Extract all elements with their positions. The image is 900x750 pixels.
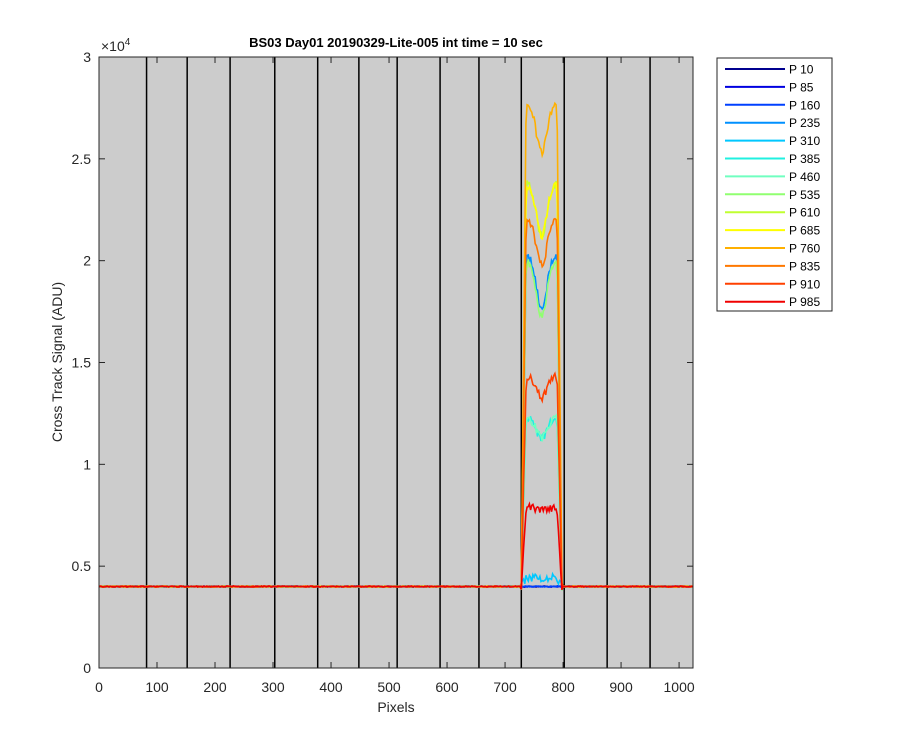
y-tick-label: 2.5 bbox=[72, 151, 92, 167]
x-tick-label: 300 bbox=[261, 679, 285, 695]
series-lines bbox=[98, 101, 694, 591]
x-tick-label: 800 bbox=[551, 679, 575, 695]
y-tick-label: 1.5 bbox=[72, 355, 92, 371]
legend-label: P 310 bbox=[789, 134, 820, 148]
x-tick-label: 0 bbox=[95, 679, 103, 695]
legend-label: P 910 bbox=[789, 277, 820, 291]
y-exponent-label: ×104 bbox=[101, 37, 131, 54]
x-tick-label: 600 bbox=[435, 679, 459, 695]
legend-label: P 685 bbox=[789, 224, 820, 238]
x-tick-label: 700 bbox=[493, 679, 517, 695]
legend-label: P 760 bbox=[789, 242, 820, 256]
y-tick-label: 1 bbox=[83, 456, 91, 472]
x-axis-label: Pixels bbox=[377, 699, 414, 715]
legend-label: P 235 bbox=[789, 116, 820, 130]
y-tick-label: 0 bbox=[83, 660, 91, 676]
legend-label: P 460 bbox=[789, 170, 820, 184]
x-tick-label: 100 bbox=[145, 679, 169, 695]
y-axis-label: Cross Track Signal (ADU) bbox=[49, 282, 65, 442]
legend-label: P 535 bbox=[789, 188, 820, 202]
legend-label: P 610 bbox=[789, 206, 820, 220]
x-tick-label: 400 bbox=[319, 679, 343, 695]
y-tick-label: 0.5 bbox=[72, 558, 92, 574]
y-axis: 0 0.5 1 1.5 2 2.5 3 bbox=[72, 49, 693, 676]
legend: P 10 P 85 P 160 P 235 P 310 P 385 P 460 P 535 P … bbox=[716, 57, 833, 312]
legend-label: P 985 bbox=[789, 295, 820, 309]
y-exponent-power: 4 bbox=[125, 37, 131, 48]
x-tick-label: 200 bbox=[203, 679, 227, 695]
legend-box bbox=[716, 57, 833, 312]
chart-title: BS03 Day01 20190329-Lite-005 int time = … bbox=[249, 35, 543, 50]
legend-label: P 10 bbox=[789, 63, 814, 77]
plot-area bbox=[99, 57, 693, 668]
y-tick-label: 2 bbox=[83, 253, 91, 269]
legend-label: P 835 bbox=[789, 259, 820, 273]
x-tick-label: 1000 bbox=[664, 679, 695, 695]
x-tick-label: 900 bbox=[609, 679, 633, 695]
legend-label: P 85 bbox=[789, 80, 814, 94]
x-tick-label: 500 bbox=[377, 679, 401, 695]
legend-label: P 160 bbox=[789, 98, 820, 112]
y-tick-label: 3 bbox=[83, 49, 91, 65]
legend-label: P 385 bbox=[789, 152, 820, 166]
series-line bbox=[98, 501, 694, 591]
x-axis: 0 100 200 300 400 500 600 700 800 900 1000 bbox=[95, 57, 695, 695]
